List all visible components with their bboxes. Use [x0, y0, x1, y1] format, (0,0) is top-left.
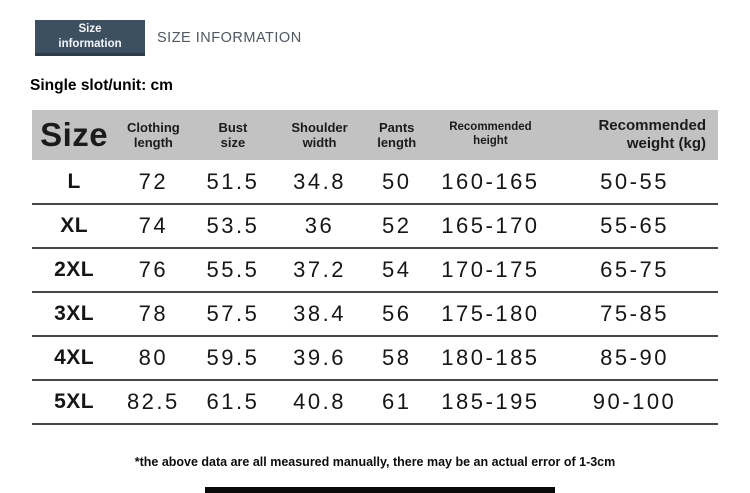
cell-shoulder_width: 39.6 — [293, 345, 346, 370]
size-table: Size Clothing length Bust size Shoulder wid… — [32, 110, 718, 425]
table-row-5XL: 5XL 82.5 61.5 40.8 61 185-195 90-100 — [32, 380, 718, 424]
column-header-pants_length: Pants length — [377, 119, 417, 150]
cell-bust_size: 51.5 — [206, 168, 260, 194]
column-header-recommended_weight: Recommended weight (kg) — [598, 117, 706, 152]
cell-size: L — [67, 169, 81, 193]
section-title: SIZE INFORMATION — [157, 29, 302, 46]
cell-size: 3XL — [54, 302, 95, 325]
cell-clothing_length: 76 — [138, 257, 169, 282]
cell-bust_size: 53.5 — [206, 213, 260, 238]
column-header-shoulder_width: Shoulder width — [291, 119, 348, 150]
column-header-recommended_height: Recommended height — [449, 121, 532, 147]
cell-bust_size: 57.5 — [206, 301, 260, 326]
cell-pants_length: 61 — [381, 389, 412, 414]
unit-label: Single slot/unit: cm — [30, 77, 173, 94]
cell-recommended_height: 185-195 — [441, 389, 540, 414]
cell-recommended_weight: 85-90 — [600, 345, 669, 370]
cell-recommended_weight: 65-75 — [600, 257, 669, 282]
cell-recommended_weight: 55-65 — [600, 213, 669, 238]
cell-pants_length: 58 — [381, 345, 412, 370]
cell-shoulder_width: 34.8 — [293, 168, 346, 194]
cell-bust_size: 55.5 — [206, 257, 260, 282]
table-row-4XL: 4XL 80 59.5 39.6 58 180-185 85-90 — [32, 336, 718, 380]
table-row-3XL: 3XL 78 57.5 38.4 56 175-180 75-85 — [32, 292, 718, 336]
column-header-bust_size: Bust size — [218, 119, 248, 150]
cell-recommended_weight: 90-100 — [592, 389, 677, 414]
table-row-L: L 72 51.5 34.8 50 160-165 50-55 — [32, 160, 718, 204]
cell-size: 4XL — [54, 346, 95, 369]
column-header-size: Size — [40, 115, 109, 153]
cell-clothing_length: 82.5 — [126, 389, 180, 414]
cell-pants_length: 52 — [381, 213, 412, 238]
cell-shoulder_width: 37.2 — [293, 257, 346, 282]
cell-size: 5XL — [54, 390, 95, 413]
next-section-edge — [205, 487, 555, 493]
cell-pants_length: 56 — [381, 301, 412, 326]
cell-bust_size: 61.5 — [206, 389, 260, 414]
cell-shoulder_width: 38.4 — [293, 301, 346, 326]
cell-recommended_height: 175-180 — [441, 301, 540, 326]
cell-size: 2XL — [54, 258, 95, 281]
cell-recommended_height: 160-165 — [441, 168, 540, 194]
cell-recommended_weight: 50-55 — [600, 168, 669, 194]
cell-shoulder_width: 40.8 — [293, 389, 346, 414]
cell-recommended_height: 170-175 — [441, 257, 540, 282]
size-information-badge-label: Size information — [58, 23, 122, 50]
cell-bust_size: 59.5 — [206, 345, 260, 370]
table-body: L 72 51.5 34.8 50 160-165 50-55 XL 74 53.5 36 52 165… — [32, 160, 718, 424]
footnote: *the above data are all measured manuall… — [134, 455, 616, 469]
table-row-2XL: 2XL 76 55.5 37.2 54 170-175 65-75 — [32, 248, 718, 292]
page-header: Size information SIZE INFORMATION — [35, 20, 302, 56]
size-information-badge: Size information — [35, 20, 145, 56]
cell-recommended_weight: 75-85 — [600, 301, 669, 326]
cell-pants_length: 50 — [381, 168, 412, 194]
cell-clothing_length: 74 — [138, 213, 169, 238]
cell-recommended_height: 165-170 — [441, 213, 540, 238]
cell-recommended_height: 180-185 — [441, 345, 540, 370]
table-row-XL: XL 74 53.5 36 52 165-170 55-65 — [32, 204, 718, 248]
cell-clothing_length: 72 — [138, 168, 169, 194]
column-header-clothing_length: Clothing length — [127, 119, 180, 150]
cell-size: XL — [60, 214, 89, 237]
cell-clothing_length: 78 — [138, 301, 169, 326]
cell-clothing_length: 80 — [138, 345, 169, 370]
table-header-row: Size Clothing length Bust size Shoulder wid… — [32, 110, 718, 160]
cell-shoulder_width: 36 — [304, 213, 335, 238]
cell-pants_length: 54 — [381, 257, 412, 282]
